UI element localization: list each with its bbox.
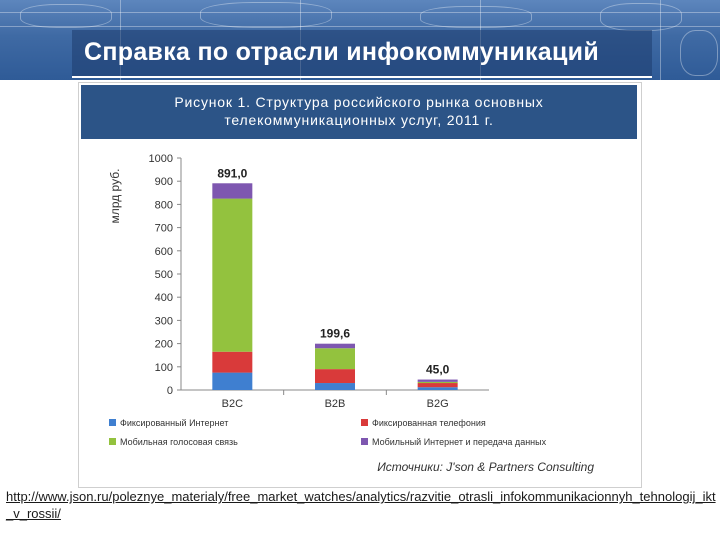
map-decoration [200, 2, 332, 28]
legend-swatch [109, 438, 116, 445]
figure-title-line2: телекоммуникационных услуг, 2011 г. [224, 112, 494, 128]
y-tick-label: 1000 [149, 153, 173, 165]
bar-segment [417, 387, 458, 390]
map-decoration [0, 26, 720, 27]
y-tick-label: 600 [155, 246, 173, 258]
map-decoration [680, 30, 718, 76]
legend-swatch [361, 438, 368, 445]
x-tick-label: B2C [222, 398, 243, 410]
slide-title: Справка по отрасли инфокоммуникаций [84, 38, 600, 66]
bar-segment [315, 369, 355, 384]
figure-header [81, 85, 637, 139]
y-tick-label: 400 [155, 292, 173, 304]
title-bar [72, 30, 652, 76]
y-tick-label: 0 [167, 385, 173, 397]
source-note: Источники: J'son & Partners Consulting [377, 460, 594, 474]
bar-total-label: 199,6 [320, 327, 350, 341]
map-decoration [20, 4, 112, 28]
bar-total-label: 45,0 [426, 363, 450, 377]
stacked-bar-chart: млрд руб. 0 100 200 300 400 500 600 700 800 900 100… [108, 153, 594, 474]
figure-title-line1: Рисунок 1. Структура российского рынка о… [174, 94, 544, 110]
source-link[interactable]: http://www.json.ru/poleznye_materialy/fr… [6, 489, 716, 521]
legend-label: Фиксированная телефония [372, 418, 486, 428]
bar-segment [417, 383, 458, 388]
bar-segment [315, 383, 355, 390]
title-divider [72, 76, 652, 78]
map-decoration [420, 6, 532, 28]
legend-swatch [109, 419, 116, 426]
map-decoration [660, 0, 661, 80]
legend-label: Мобильный Интернет и передача данных [372, 437, 547, 447]
map-decoration [0, 12, 720, 13]
y-tick-label: 100 [155, 362, 173, 374]
legend-label: Фиксированный Интернет [120, 418, 228, 428]
y-tick-label: 300 [155, 315, 173, 327]
figure-title: Рисунок 1. Структура российского рынка о… [81, 93, 637, 129]
y-tick-label: 200 [155, 339, 173, 351]
bar-segment [315, 348, 355, 370]
bar-segment [212, 198, 253, 352]
bar-segment [212, 351, 253, 373]
y-axis-label: млрд руб. [108, 169, 122, 224]
bar-segment [212, 372, 253, 390]
y-tick-label: 700 [155, 223, 173, 235]
x-tick-label: B2G [427, 398, 449, 410]
legend-label: Мобильная голосовая связь [120, 437, 238, 447]
y-tick-label: 800 [155, 199, 173, 211]
bar-segment [417, 381, 458, 384]
y-tick-label: 900 [155, 176, 173, 188]
bar-total-label: 891,0 [217, 166, 247, 180]
bar-segment [417, 379, 458, 382]
legend-swatch [361, 419, 368, 426]
y-tick-label: 500 [155, 269, 173, 281]
bar-segment [315, 343, 355, 349]
x-tick-label: B2B [325, 398, 346, 410]
chart-figure: Рисунок 1. Структура российского рынка о… [78, 82, 642, 488]
map-decoration [600, 3, 682, 31]
bar-segment [212, 183, 253, 199]
